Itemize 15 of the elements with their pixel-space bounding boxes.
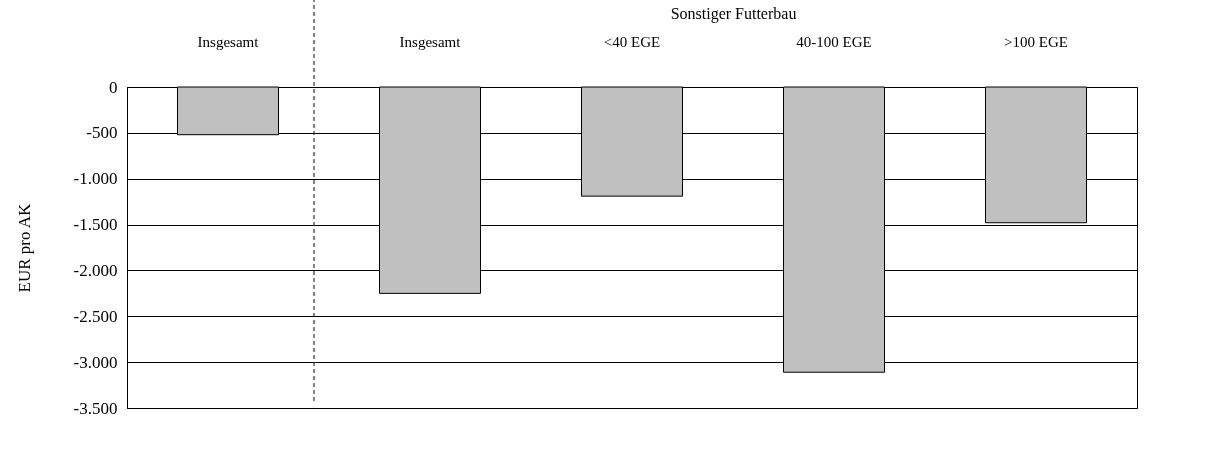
- y-tick-label: -2.000: [73, 260, 118, 280]
- y-tick-label: -500: [86, 123, 118, 143]
- y-tick-label: -1.500: [73, 215, 118, 235]
- x-tick-label: Insgesamt: [197, 33, 260, 50]
- y-tick-label: -3.000: [73, 352, 118, 372]
- x-tick-label: 40-100 EGE: [796, 33, 872, 50]
- y-tick-label: -2.500: [73, 306, 118, 326]
- x-tick-label: >100 EGE: [1004, 33, 1068, 50]
- y-tick-label: -1.000: [73, 169, 118, 189]
- y-tick-label: -3.500: [73, 398, 118, 418]
- x-tick-label: Insgesamt: [399, 33, 462, 50]
- text: Sonstiger Futterbau: [670, 4, 797, 23]
- x-tick-label: <40 EGE: [603, 33, 661, 50]
- y-axis-title: EUR pro AK: [14, 202, 34, 293]
- y-tick-label: 0: [109, 77, 118, 97]
